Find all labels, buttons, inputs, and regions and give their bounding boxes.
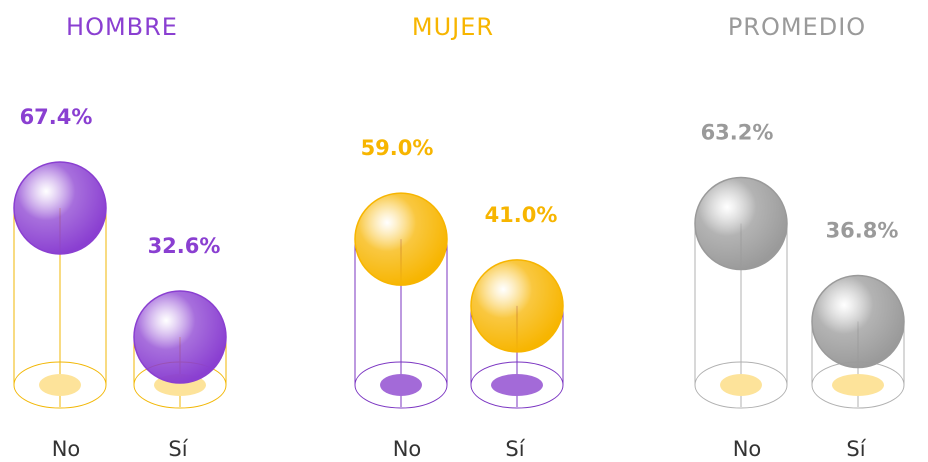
group-title: MUJER xyxy=(412,13,494,41)
sphere xyxy=(14,162,106,254)
category-label: Sí xyxy=(846,437,866,461)
category-label: No xyxy=(393,437,422,461)
sphere xyxy=(695,178,787,270)
category-label: No xyxy=(733,437,762,461)
value-label: 67.4% xyxy=(20,105,93,129)
group-title: PROMEDIO xyxy=(728,13,866,41)
sphere xyxy=(355,193,447,285)
sphere xyxy=(471,260,563,352)
floor-shadow xyxy=(720,374,762,396)
value-label: 41.0% xyxy=(485,203,558,227)
category-label: No xyxy=(52,437,81,461)
floor-shadow xyxy=(832,374,884,396)
page: HOMBRE 67.4% No 32.6% Sí MUJER 59.0% No 41.0% Sí P… xyxy=(0,0,928,462)
chart: HOMBRE 67.4% No 32.6% Sí MUJER 59.0% No 41.0% Sí P… xyxy=(0,0,928,462)
value-label: 63.2% xyxy=(701,121,774,145)
value-label: 59.0% xyxy=(361,136,434,160)
floor-shadow xyxy=(380,374,422,396)
value-label: 32.6% xyxy=(148,234,221,258)
sphere xyxy=(134,291,226,383)
floor-shadow xyxy=(39,374,81,396)
category-label: Sí xyxy=(168,437,188,461)
sphere xyxy=(812,275,904,367)
floor-shadow xyxy=(491,374,543,396)
value-label: 36.8% xyxy=(826,218,899,242)
category-label: Sí xyxy=(505,437,525,461)
group-title: HOMBRE xyxy=(66,13,178,41)
